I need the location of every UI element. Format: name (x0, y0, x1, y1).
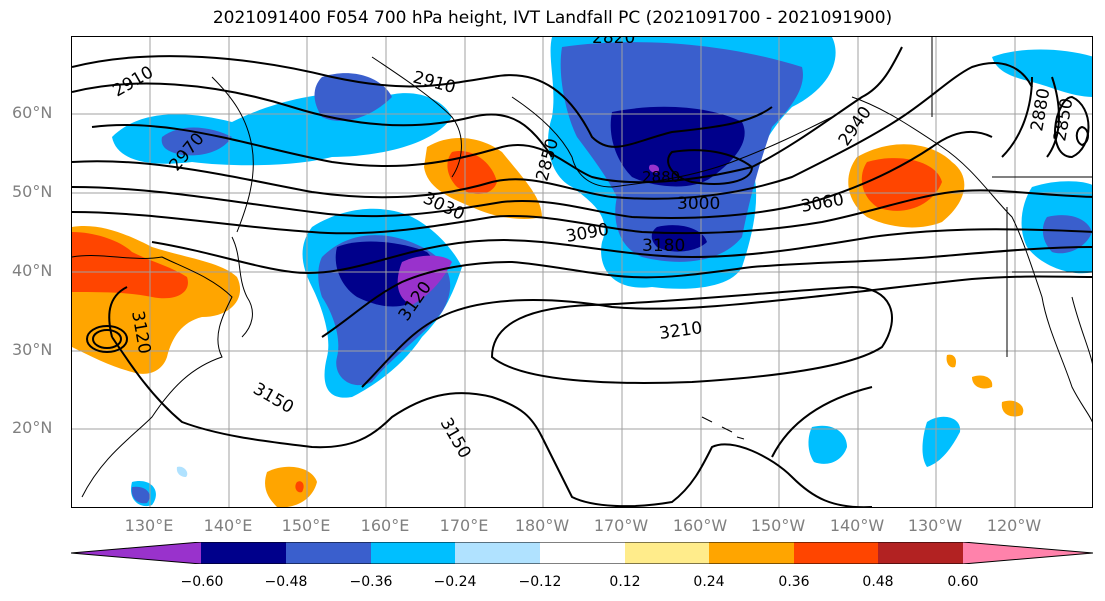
ivt-shading-pale-blue (176, 466, 188, 477)
colorbar-tick-3: −0.36 (349, 574, 393, 590)
contour-label-2850-b: 2850 (1050, 97, 1077, 143)
map-title: 2021091400 F054 700 hPa height, IVT Land… (212, 8, 893, 28)
contour-label-2820: 2820 (592, 37, 635, 48)
colorbar-bin-6 (625, 542, 709, 564)
contour-label-3180: 3180 (642, 236, 685, 256)
colorbar-tick-1: −0.60 (180, 574, 224, 590)
contour-label-3150-a: 3150 (250, 379, 297, 418)
colorbar-tick-9: 0.48 (862, 574, 894, 590)
colorbar-tick-6: 0.12 (609, 574, 641, 590)
lon-label-130w: 130°W (907, 516, 963, 535)
colorbar (70, 541, 1094, 565)
colorbar-bin-7 (709, 542, 794, 564)
colorbar-bin-9 (878, 542, 963, 564)
contour-label-2940: 2940 (835, 103, 876, 150)
colorbar-bin-3 (371, 542, 455, 564)
contour-label-2880-a: 2880 (642, 168, 680, 186)
colorbar-bin-8 (794, 542, 878, 564)
lon-label-140w: 140°W (829, 516, 885, 535)
lat-label-60n: 60°N (12, 103, 53, 122)
colorbar-bin-5 (540, 542, 625, 564)
lat-label-20n: 20°N (12, 418, 53, 437)
lon-label-180w: 180°W (514, 516, 570, 535)
colorbar-tick-5: −0.12 (518, 574, 562, 590)
colorbar-extend-high (963, 542, 1093, 564)
lon-label-160e: 160°E (360, 516, 410, 535)
lon-label-130e: 130°E (124, 516, 174, 535)
lon-label-170w: 170°W (593, 516, 649, 535)
map-canvas: 2820 2910 2910 2970 2850 2880 2940 2880 … (72, 37, 1092, 507)
colorbar-tick-7: 0.24 (693, 574, 725, 590)
height-contours (72, 46, 1092, 507)
lon-label-160w: 160°W (672, 516, 728, 535)
lat-label-30n: 30°N (12, 340, 53, 359)
lat-label-40n: 40°N (12, 261, 53, 280)
colorbar-tick-10: 0.60 (947, 574, 979, 590)
colorbar-bin-4 (455, 542, 540, 564)
ivt-shading-purple (397, 164, 660, 305)
contour-label-3210: 3210 (658, 318, 704, 344)
lon-label-170e: 170°E (439, 516, 489, 535)
lon-label-120w: 120°W (986, 516, 1042, 535)
lat-label-50n: 50°N (12, 182, 53, 201)
map-panel: 2820 2910 2910 2970 2850 2880 2940 2880 … (71, 36, 1093, 508)
colorbar-bin-2 (286, 542, 371, 564)
colorbar-tick-4: −0.24 (433, 574, 477, 590)
colorbar-bin-1 (201, 542, 286, 564)
contour-label-3000: 3000 (677, 194, 720, 214)
lon-label-140e: 140°E (203, 516, 253, 535)
colorbar-tick-2: −0.48 (264, 574, 308, 590)
contour-label-2910-b: 2910 (411, 68, 458, 99)
colorbar-extend-low (71, 542, 201, 564)
lon-label-150w: 150°W (750, 516, 806, 535)
contour-label-3150-b: 3150 (436, 415, 475, 462)
lon-label-150e: 150°E (281, 516, 331, 535)
colorbar-svg (70, 541, 1094, 565)
colorbar-tick-8: 0.36 (778, 574, 810, 590)
contour-label-3060: 3060 (799, 190, 845, 217)
